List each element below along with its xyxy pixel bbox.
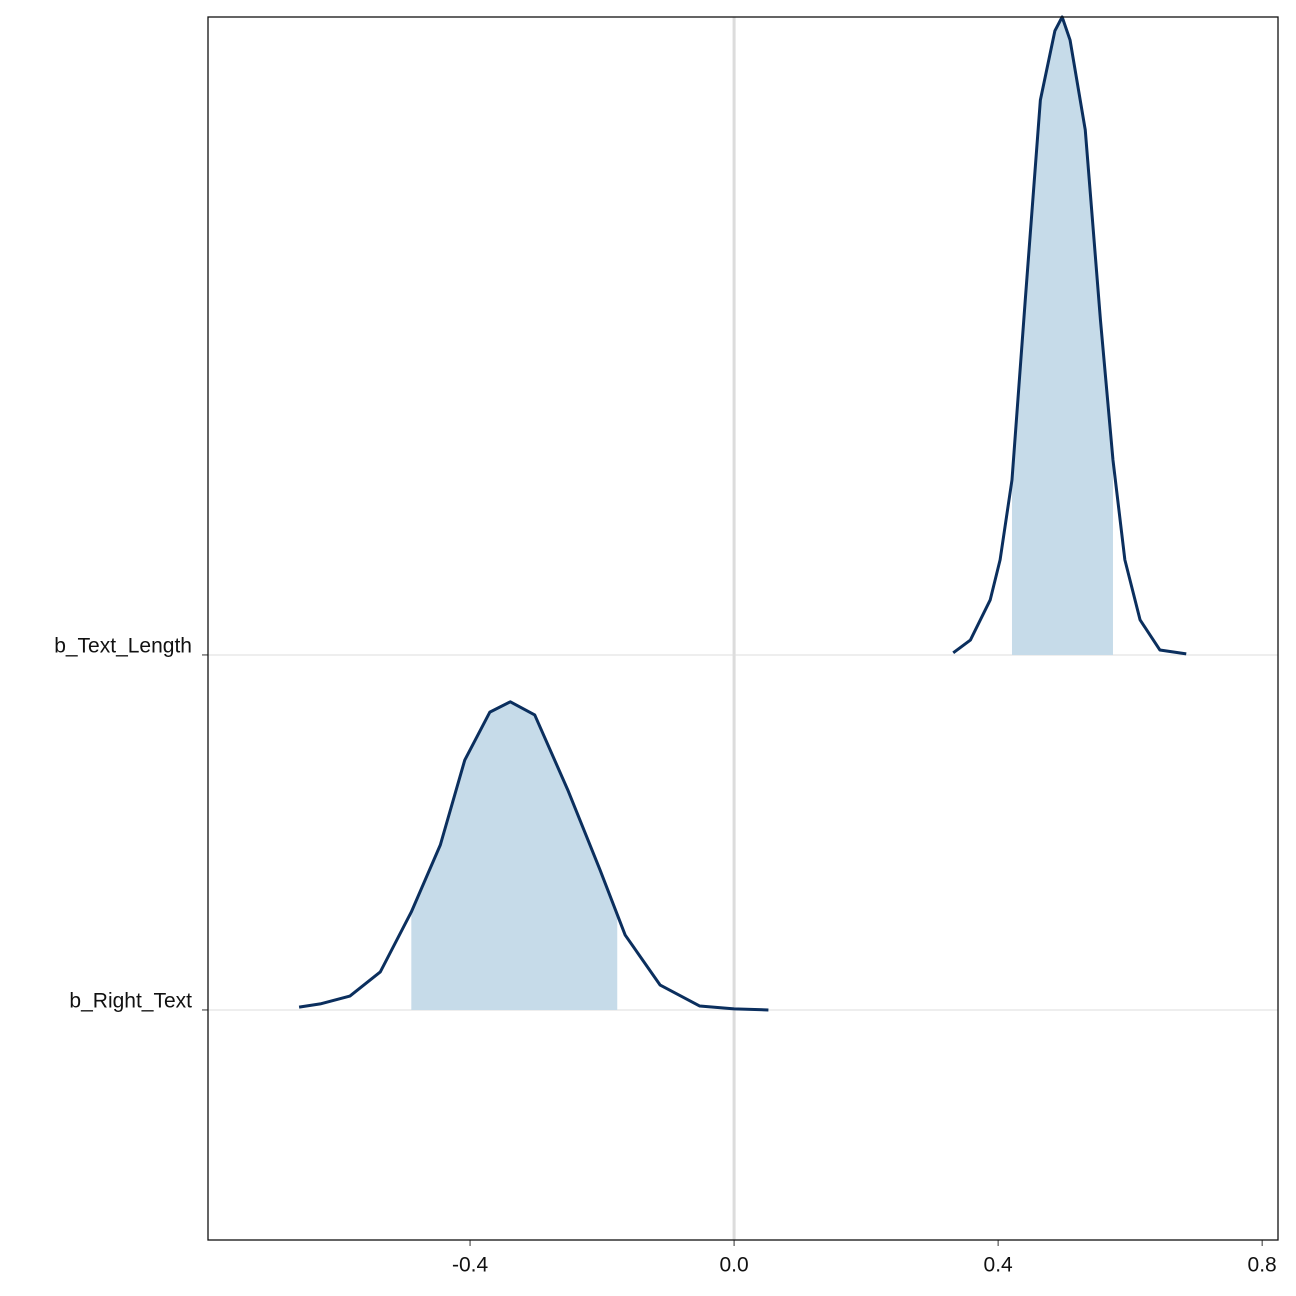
interval-area: [1011, 17, 1113, 655]
plot-border: [207, 16, 1279, 1241]
x-tick-label: 0.4: [984, 1254, 1014, 1277]
x-tick-label: -0.4: [452, 1254, 489, 1277]
x-tick-label: 0.0: [719, 1254, 748, 1277]
interval-area: [411, 701, 618, 1010]
y-tick-label: b_Text_Length: [54, 634, 192, 657]
y-tick-label: b_Right_Text: [69, 990, 192, 1013]
density-line: [298, 700, 769, 1012]
x-tick-label: 0.8: [1248, 1254, 1277, 1277]
